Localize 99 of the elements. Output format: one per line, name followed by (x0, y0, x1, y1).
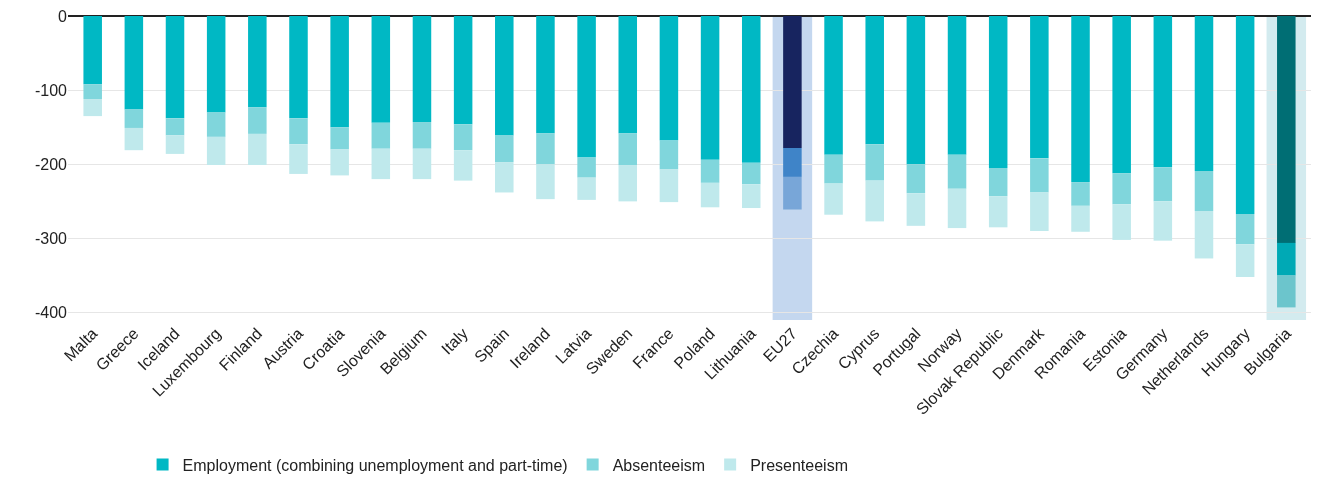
bar (1153, 167, 1173, 202)
bar (1194, 16, 1214, 171)
bar (1277, 16, 1296, 243)
bar (824, 16, 843, 155)
bar (906, 16, 926, 165)
bar (289, 144, 308, 174)
bar (741, 184, 761, 209)
bar (495, 135, 514, 163)
y-tick-label: -400 (34, 304, 68, 322)
bar (124, 16, 144, 110)
bar (1277, 242, 1296, 276)
bar (1071, 182, 1090, 206)
bar (330, 149, 349, 176)
bar (700, 159, 720, 183)
bar (536, 133, 555, 165)
bar (330, 127, 349, 150)
bar (741, 162, 761, 185)
legend-label: Employment (combining unemployment and part-time) (182, 456, 568, 474)
bar (1030, 16, 1049, 159)
bar (906, 193, 926, 226)
bar (1153, 16, 1173, 168)
bar (865, 144, 884, 181)
bar (577, 157, 596, 178)
bar (248, 16, 267, 108)
bar (248, 133, 267, 166)
bar (700, 16, 720, 160)
bar (206, 136, 226, 166)
bar (659, 169, 679, 203)
y-tick-label: -100 (34, 81, 68, 99)
bar (1071, 205, 1090, 232)
bar (248, 107, 267, 134)
bar (495, 16, 514, 136)
bar (83, 16, 102, 85)
y-tick-label: 0 (58, 7, 68, 25)
bar (577, 177, 596, 200)
bar (1112, 173, 1131, 205)
bar (536, 16, 555, 134)
bar (783, 16, 802, 148)
bar (206, 16, 226, 113)
bar (865, 16, 884, 145)
bar (83, 84, 102, 100)
bar (495, 162, 514, 193)
bar (824, 183, 843, 215)
bar (1153, 201, 1173, 241)
bar (783, 147, 802, 177)
bar (700, 182, 720, 208)
x-tick-label: Italy (438, 324, 471, 358)
y-tick-label: -200 (34, 155, 68, 173)
bar (412, 122, 432, 149)
bar (165, 135, 185, 154)
bar (1194, 211, 1214, 259)
bar (453, 124, 473, 151)
bar (618, 16, 638, 134)
bar (988, 196, 1008, 228)
bar (453, 150, 473, 181)
bar (577, 16, 596, 158)
bar (371, 122, 391, 149)
bar (1030, 192, 1049, 232)
bar (824, 154, 843, 184)
bar (206, 112, 226, 137)
bar (988, 168, 1008, 197)
bar (1235, 16, 1255, 214)
bar (165, 16, 185, 119)
bar (947, 154, 967, 189)
bar (1112, 16, 1131, 174)
bar (865, 180, 884, 222)
bar (124, 127, 144, 151)
bar (83, 99, 102, 117)
bar (124, 109, 144, 128)
bar (289, 16, 308, 119)
bar (1194, 170, 1214, 211)
y-tick-label: -300 (34, 230, 68, 248)
bar (659, 140, 679, 170)
bar (1235, 213, 1255, 245)
bar (412, 148, 432, 180)
bar (659, 16, 679, 141)
bar (618, 133, 638, 166)
bar (371, 16, 391, 123)
bar (1112, 204, 1131, 240)
bar (165, 118, 185, 136)
bar (371, 148, 391, 180)
legend-label: Presenteeism (750, 456, 848, 474)
bar (412, 16, 432, 123)
bar (947, 16, 967, 155)
bar (741, 16, 761, 163)
bar (1030, 158, 1049, 193)
bar (1277, 275, 1296, 308)
bar (453, 16, 473, 125)
bar (1235, 244, 1255, 277)
bar (289, 118, 308, 145)
bar (783, 176, 802, 210)
bar (1071, 16, 1090, 183)
bar (906, 164, 926, 194)
bar (618, 165, 638, 202)
bar (988, 16, 1008, 168)
bar (330, 16, 349, 128)
bar (536, 164, 555, 200)
legend-label: Absenteeism (612, 456, 706, 474)
bar (947, 188, 967, 229)
